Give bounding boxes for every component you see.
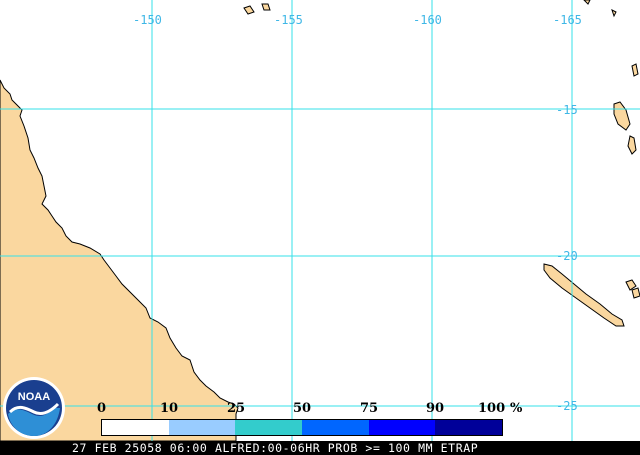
latitude-label: -25 [556,399,578,413]
legend-swatch [302,420,369,435]
latitude-label: -15 [556,103,578,117]
australia-landmass [0,79,239,442]
latitude-label: -20 [556,249,578,263]
legend-swatch [235,420,303,435]
new-caledonia-island [543,263,625,327]
vanuatu-island [627,135,637,155]
legend-swatch [368,420,436,435]
legend-swatch [168,420,236,435]
product-description: 27 FEB 25058 06:00 ALFRED:00-06HR PROB >… [72,441,479,455]
small-island [261,3,271,11]
small-island [611,9,617,18]
graticule [0,0,640,441]
legend-tick: 75 [360,401,379,416]
legend-swatch [435,420,503,435]
status-footer: 27 FEB 25058 06:00 ALFRED:00-06HR PROB >… [0,441,640,455]
legend-tick: 25 [227,401,246,416]
longitude-label: -155 [274,13,303,27]
legend-tick: 100 [478,401,506,416]
small-island [583,0,591,5]
legend-tick: 10 [160,401,179,416]
legend-tick: 90 [426,401,445,416]
small-island [243,5,255,15]
legend-swatch [102,420,169,435]
small-island [631,287,640,299]
legend-tick: 50 [293,401,312,416]
longitude-label: -150 [133,13,162,27]
small-island [625,279,637,291]
legend-color-bar [101,419,503,436]
vanuatu-island [613,101,631,131]
longitude-label: -165 [553,13,582,27]
vanuatu-island [631,63,639,77]
legend-unit: % [510,401,523,416]
noaa-logo-label: NOAA [18,391,50,403]
longitude-label: -160 [413,13,442,27]
noaa-logo-icon: NOAA [3,377,65,439]
legend-tick: 0 [97,401,107,416]
